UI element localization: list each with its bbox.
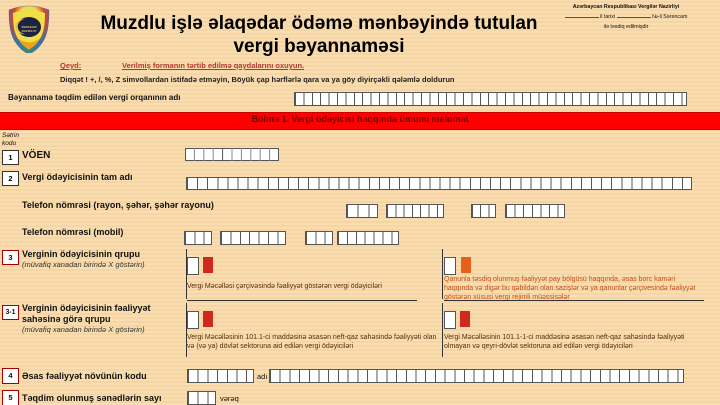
svg-text:NAZIRLIYI: NAZIRLIYI [22, 29, 37, 33]
